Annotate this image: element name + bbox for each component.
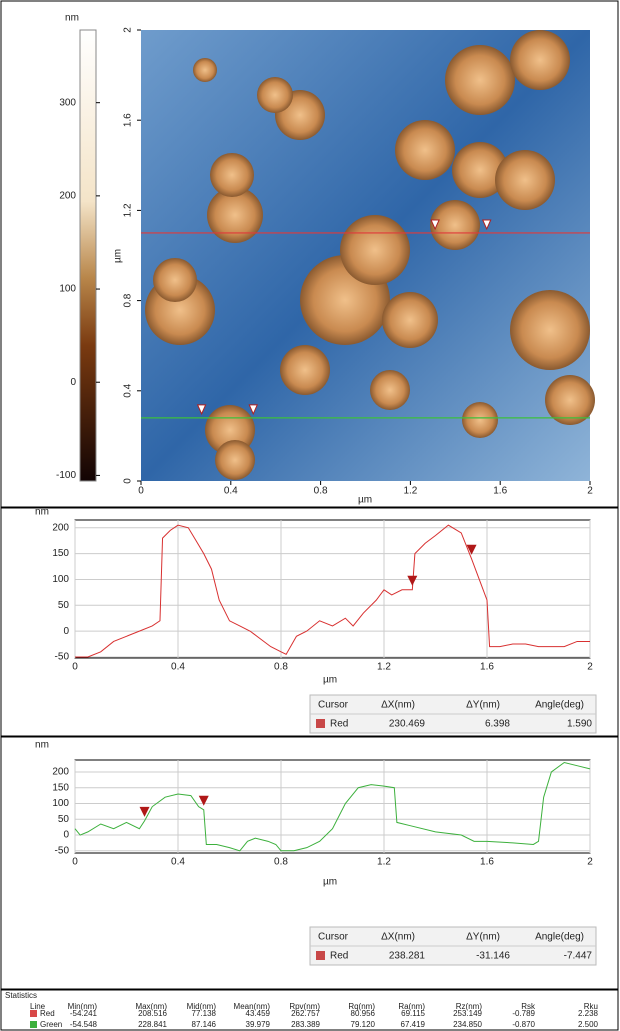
image-x-label: µm xyxy=(358,495,372,506)
table-cell: Red xyxy=(330,951,348,962)
table-header: ΔX(nm) xyxy=(381,932,415,943)
y-tick-label: 0.4 xyxy=(123,383,134,397)
table-cell: -7.447 xyxy=(564,951,593,962)
stats-cell: 228.841 xyxy=(138,1020,167,1029)
table-cell: 238.281 xyxy=(389,951,426,962)
table-cell: 1.590 xyxy=(567,719,592,730)
stats-title: Statistics xyxy=(5,991,37,1000)
table-header: Angle(deg) xyxy=(535,932,584,943)
x-tick-label: 0 xyxy=(138,486,144,497)
x-tick-label: 0.4 xyxy=(224,486,238,497)
table-header: ΔY(nm) xyxy=(466,700,500,711)
x-tick-label: 1.2 xyxy=(403,486,417,497)
y-tick-label: -50 xyxy=(55,652,70,663)
stats-cell: 80.956 xyxy=(351,1009,376,1018)
x-tick-label: 0.8 xyxy=(314,486,328,497)
table-cell: 6.398 xyxy=(485,719,510,730)
y-tick-label: 0 xyxy=(123,478,134,484)
table-header: Cursor xyxy=(318,700,349,711)
stats-cell: Red xyxy=(40,1009,55,1018)
y-tick-label: 200 xyxy=(52,522,69,533)
stats-cell: 77.138 xyxy=(192,1009,217,1018)
x-tick-label: 2 xyxy=(587,662,593,673)
y-tick-label: 1.6 xyxy=(123,113,134,127)
stats-cell: -54.241 xyxy=(70,1009,98,1018)
x-tick-label: 1.6 xyxy=(480,857,494,868)
stats-cell: 39.979 xyxy=(246,1020,271,1029)
y-tick-label: 100 xyxy=(52,574,69,585)
table-header: ΔY(nm) xyxy=(466,932,500,943)
legend-swatch xyxy=(30,1021,37,1028)
colorbar-unit: nm xyxy=(65,13,79,24)
y-unit: nm xyxy=(35,507,49,518)
x-tick-label: 0 xyxy=(72,662,78,673)
stats-cell: -0.870 xyxy=(512,1020,535,1029)
colorbar-tick-label: 200 xyxy=(59,191,76,202)
stats-cell: 67.419 xyxy=(401,1020,426,1029)
legend-swatch xyxy=(316,719,325,728)
x-tick-label: 1.2 xyxy=(377,857,391,868)
table-header: Cursor xyxy=(318,932,349,943)
image-y-label: µm xyxy=(113,249,124,263)
stats-cell: -0.789 xyxy=(512,1009,535,1018)
y-tick-label: 100 xyxy=(52,798,69,809)
y-tick-label: -50 xyxy=(55,845,70,856)
x-tick-label: 1.2 xyxy=(377,662,391,673)
stats-cell: 262.757 xyxy=(291,1009,320,1018)
x-tick-label: 1.6 xyxy=(480,662,494,673)
y-tick-label: 0.8 xyxy=(123,293,134,307)
stats-cell: 253.149 xyxy=(453,1009,482,1018)
colorbar xyxy=(80,30,96,481)
y-unit: nm xyxy=(35,740,49,751)
y-tick-label: 50 xyxy=(58,814,70,825)
stats-cell: 69.115 xyxy=(401,1009,425,1018)
afm-window: nm µm µm StatisticsLineMin(nm)Max(nm)Mid… xyxy=(0,0,620,1031)
y-tick-label: 200 xyxy=(52,767,69,778)
x-tick-label: 2 xyxy=(587,486,593,497)
stats-cell: 234.850 xyxy=(453,1020,482,1029)
colorbar-tick-label: 0 xyxy=(70,377,76,388)
stats-cell: -54.548 xyxy=(70,1020,98,1029)
stats-cell: 208.516 xyxy=(138,1009,167,1018)
x-tick-label: 0.4 xyxy=(171,857,185,868)
x-tick-label: 0.8 xyxy=(274,857,288,868)
x-tick-label: 0.8 xyxy=(274,662,288,673)
legend-swatch xyxy=(30,1010,37,1017)
y-tick-label: 1.2 xyxy=(123,203,134,217)
stats-cell: 2.238 xyxy=(578,1009,599,1018)
stats-cell: 2.500 xyxy=(578,1020,599,1029)
x-label: µm xyxy=(323,877,337,888)
stats-cell: 43.459 xyxy=(246,1009,271,1018)
y-tick-label: 2 xyxy=(123,27,134,33)
y-tick-label: 50 xyxy=(58,600,70,611)
table-cell: 230.469 xyxy=(389,719,426,730)
table-cell: Red xyxy=(330,719,348,730)
table-cell: -31.146 xyxy=(476,951,510,962)
stats-cell: 87.146 xyxy=(192,1020,217,1029)
table-header: ΔX(nm) xyxy=(381,700,415,711)
x-tick-label: 0.4 xyxy=(171,662,185,673)
afm-image xyxy=(141,30,595,481)
colorbar-tick-label: -100 xyxy=(56,470,76,481)
stats-cell: 283.389 xyxy=(291,1020,320,1029)
legend-swatch xyxy=(316,951,325,960)
colorbar-tick-label: 100 xyxy=(59,284,76,295)
stats-cell: Green xyxy=(40,1020,62,1029)
x-tick-label: 2 xyxy=(587,857,593,868)
x-tick-label: 1.6 xyxy=(493,486,507,497)
table-header: Angle(deg) xyxy=(535,700,584,711)
colorbar-tick-label: 300 xyxy=(59,97,76,108)
y-tick-label: 0 xyxy=(63,830,69,841)
y-tick-label: 0 xyxy=(63,626,69,637)
stats-cell: 79.120 xyxy=(351,1020,376,1029)
x-label: µm xyxy=(323,675,337,686)
y-tick-label: 150 xyxy=(52,548,69,559)
x-tick-label: 0 xyxy=(72,857,78,868)
y-tick-label: 150 xyxy=(52,782,69,793)
plot-area xyxy=(75,520,590,658)
